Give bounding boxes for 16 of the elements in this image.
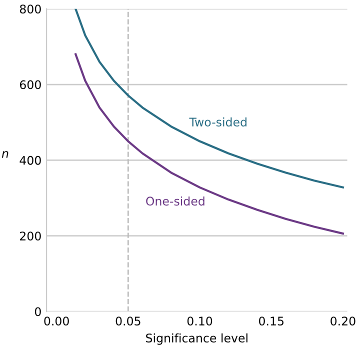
x-tick-label: 0.15 xyxy=(259,316,284,326)
y-tick-label: 600 xyxy=(20,80,41,90)
y-tick-label: 800 xyxy=(20,4,41,14)
y-tick-label: 400 xyxy=(20,156,41,165)
x-tick-label: 0.05 xyxy=(116,316,140,326)
series-label: One-sided xyxy=(146,196,204,206)
line-series xyxy=(74,8,344,188)
y-tick-label: 200 xyxy=(20,232,41,241)
x-tick-label: 0.20 xyxy=(330,316,356,326)
x-tick-label: 0.00 xyxy=(44,316,69,326)
y-axis-title: n xyxy=(2,151,8,158)
x-axis-title: Significance level xyxy=(146,333,248,345)
x-tick-label: 0.10 xyxy=(187,316,212,326)
series-label: Two-sided xyxy=(189,117,246,127)
y-tick-label: 0 xyxy=(34,307,41,316)
line-series xyxy=(74,53,344,235)
